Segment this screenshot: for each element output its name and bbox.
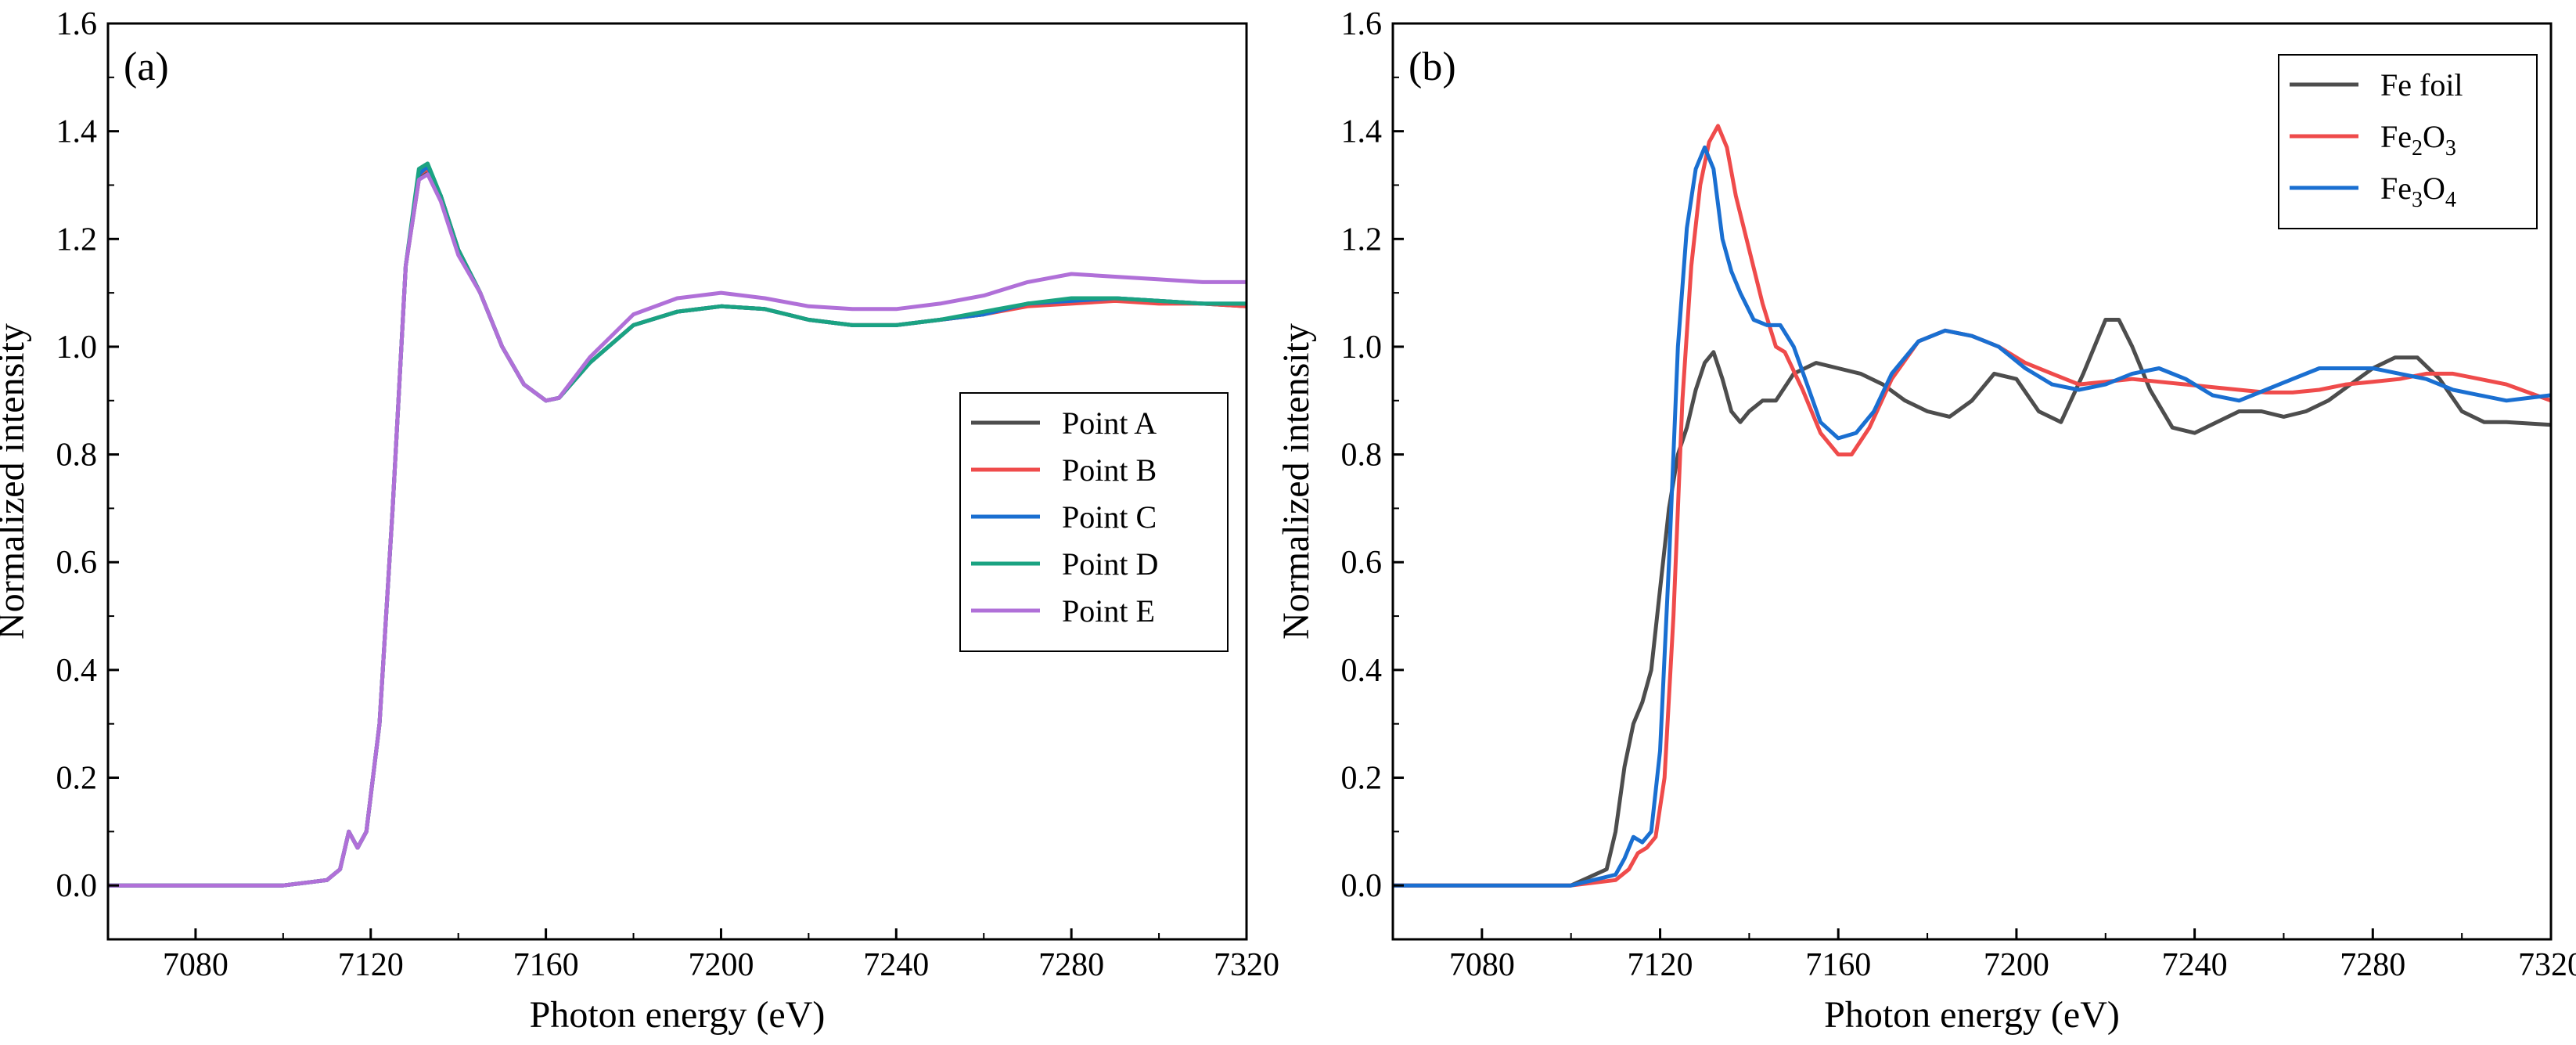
x-tick-label: 7240 xyxy=(2162,947,2228,983)
y-tick-label: 0.6 xyxy=(1341,545,1383,581)
series-line-fe-foil xyxy=(1393,318,2551,888)
x-tick-label: 7320 xyxy=(2518,947,2576,983)
y-tick-label: 0.4 xyxy=(1341,653,1383,689)
y-tick-label: 1.2 xyxy=(1341,222,1383,258)
plot-area xyxy=(1393,124,2551,888)
x-axis-label: Photon energy (eV) xyxy=(1824,994,2120,1036)
x-tick-label: 7160 xyxy=(513,947,579,983)
legend-label: Point A xyxy=(1062,405,1157,441)
legend-label: Point C xyxy=(1062,499,1157,535)
x-tick-label: 7200 xyxy=(688,947,754,983)
legend-label: Fe3O4 xyxy=(2380,171,2456,212)
plot-frame xyxy=(1391,22,2553,941)
x-tick-label: 7080 xyxy=(163,947,228,983)
series-line-point-e xyxy=(108,172,1247,888)
panel-label: (b) xyxy=(1409,45,1456,89)
x-tick-label: 7280 xyxy=(1038,947,1104,983)
x-tick-label: 7320 xyxy=(1214,947,1279,983)
series-line-fe3o4 xyxy=(1393,145,2551,888)
y-tick-label: 1.0 xyxy=(1341,330,1383,366)
y-tick-label: 0.2 xyxy=(56,761,98,797)
y-tick-label: 1.6 xyxy=(1341,6,1383,42)
series-line-fe2o3 xyxy=(1393,124,2551,888)
legend-label: Point E xyxy=(1062,593,1155,629)
y-tick-label: 1.4 xyxy=(1341,114,1383,150)
y-tick-label: 1.2 xyxy=(56,222,98,258)
y-axis-label: Normalized intensity xyxy=(0,323,32,640)
y-tick-label: 0.2 xyxy=(1341,761,1383,797)
y-tick-label: 1.6 xyxy=(56,6,98,42)
legend: Point A Point B Point C Point D Point E xyxy=(959,392,1229,652)
y-tick-label: 1.4 xyxy=(56,114,98,150)
x-tick-label: 7160 xyxy=(1805,947,1871,983)
legend-label: Point B xyxy=(1062,452,1157,488)
x-tick-label: 7120 xyxy=(338,947,404,983)
x-tick-label: 7080 xyxy=(1449,947,1515,983)
x-tick-label: 7280 xyxy=(2340,947,2405,983)
legend: Fe foil Fe2O3 Fe3O4 xyxy=(2278,54,2538,229)
y-tick-label: 0.4 xyxy=(56,653,98,689)
y-tick-label: 0.0 xyxy=(1341,868,1383,904)
legend-label: Fe foil xyxy=(2380,67,2463,103)
panel-a: 7080 7120 7160 7200 7240 7280 7320 0.0 0.2 0.4 0.6… xyxy=(0,6,1279,1036)
panel-label: (a) xyxy=(124,45,169,89)
y-tick-label: 0.0 xyxy=(56,868,98,904)
legend-box xyxy=(959,392,1229,652)
y-tick-label: 0.6 xyxy=(56,545,98,581)
plot-frame xyxy=(106,22,1248,941)
x-tick-label: 7120 xyxy=(1628,947,1693,983)
y-tick-label: 1.0 xyxy=(56,330,98,366)
plot-area xyxy=(108,161,1247,888)
x-tick-label: 7240 xyxy=(863,947,929,983)
panel-b: 7080 7120 7160 7200 7240 7280 7320 0.0 0.2 0.4 0.6… xyxy=(1275,6,2576,1036)
y-axis-label: Normalized intensity xyxy=(1275,323,1317,640)
x-tick-label: 7200 xyxy=(1984,947,2049,983)
legend-label: Fe2O3 xyxy=(2380,119,2456,160)
x-axis-label: Photon energy (eV) xyxy=(530,994,826,1036)
legend-label: Point D xyxy=(1062,546,1158,582)
y-tick-label: 0.8 xyxy=(56,438,98,474)
y-tick-label: 0.8 xyxy=(1341,438,1383,474)
